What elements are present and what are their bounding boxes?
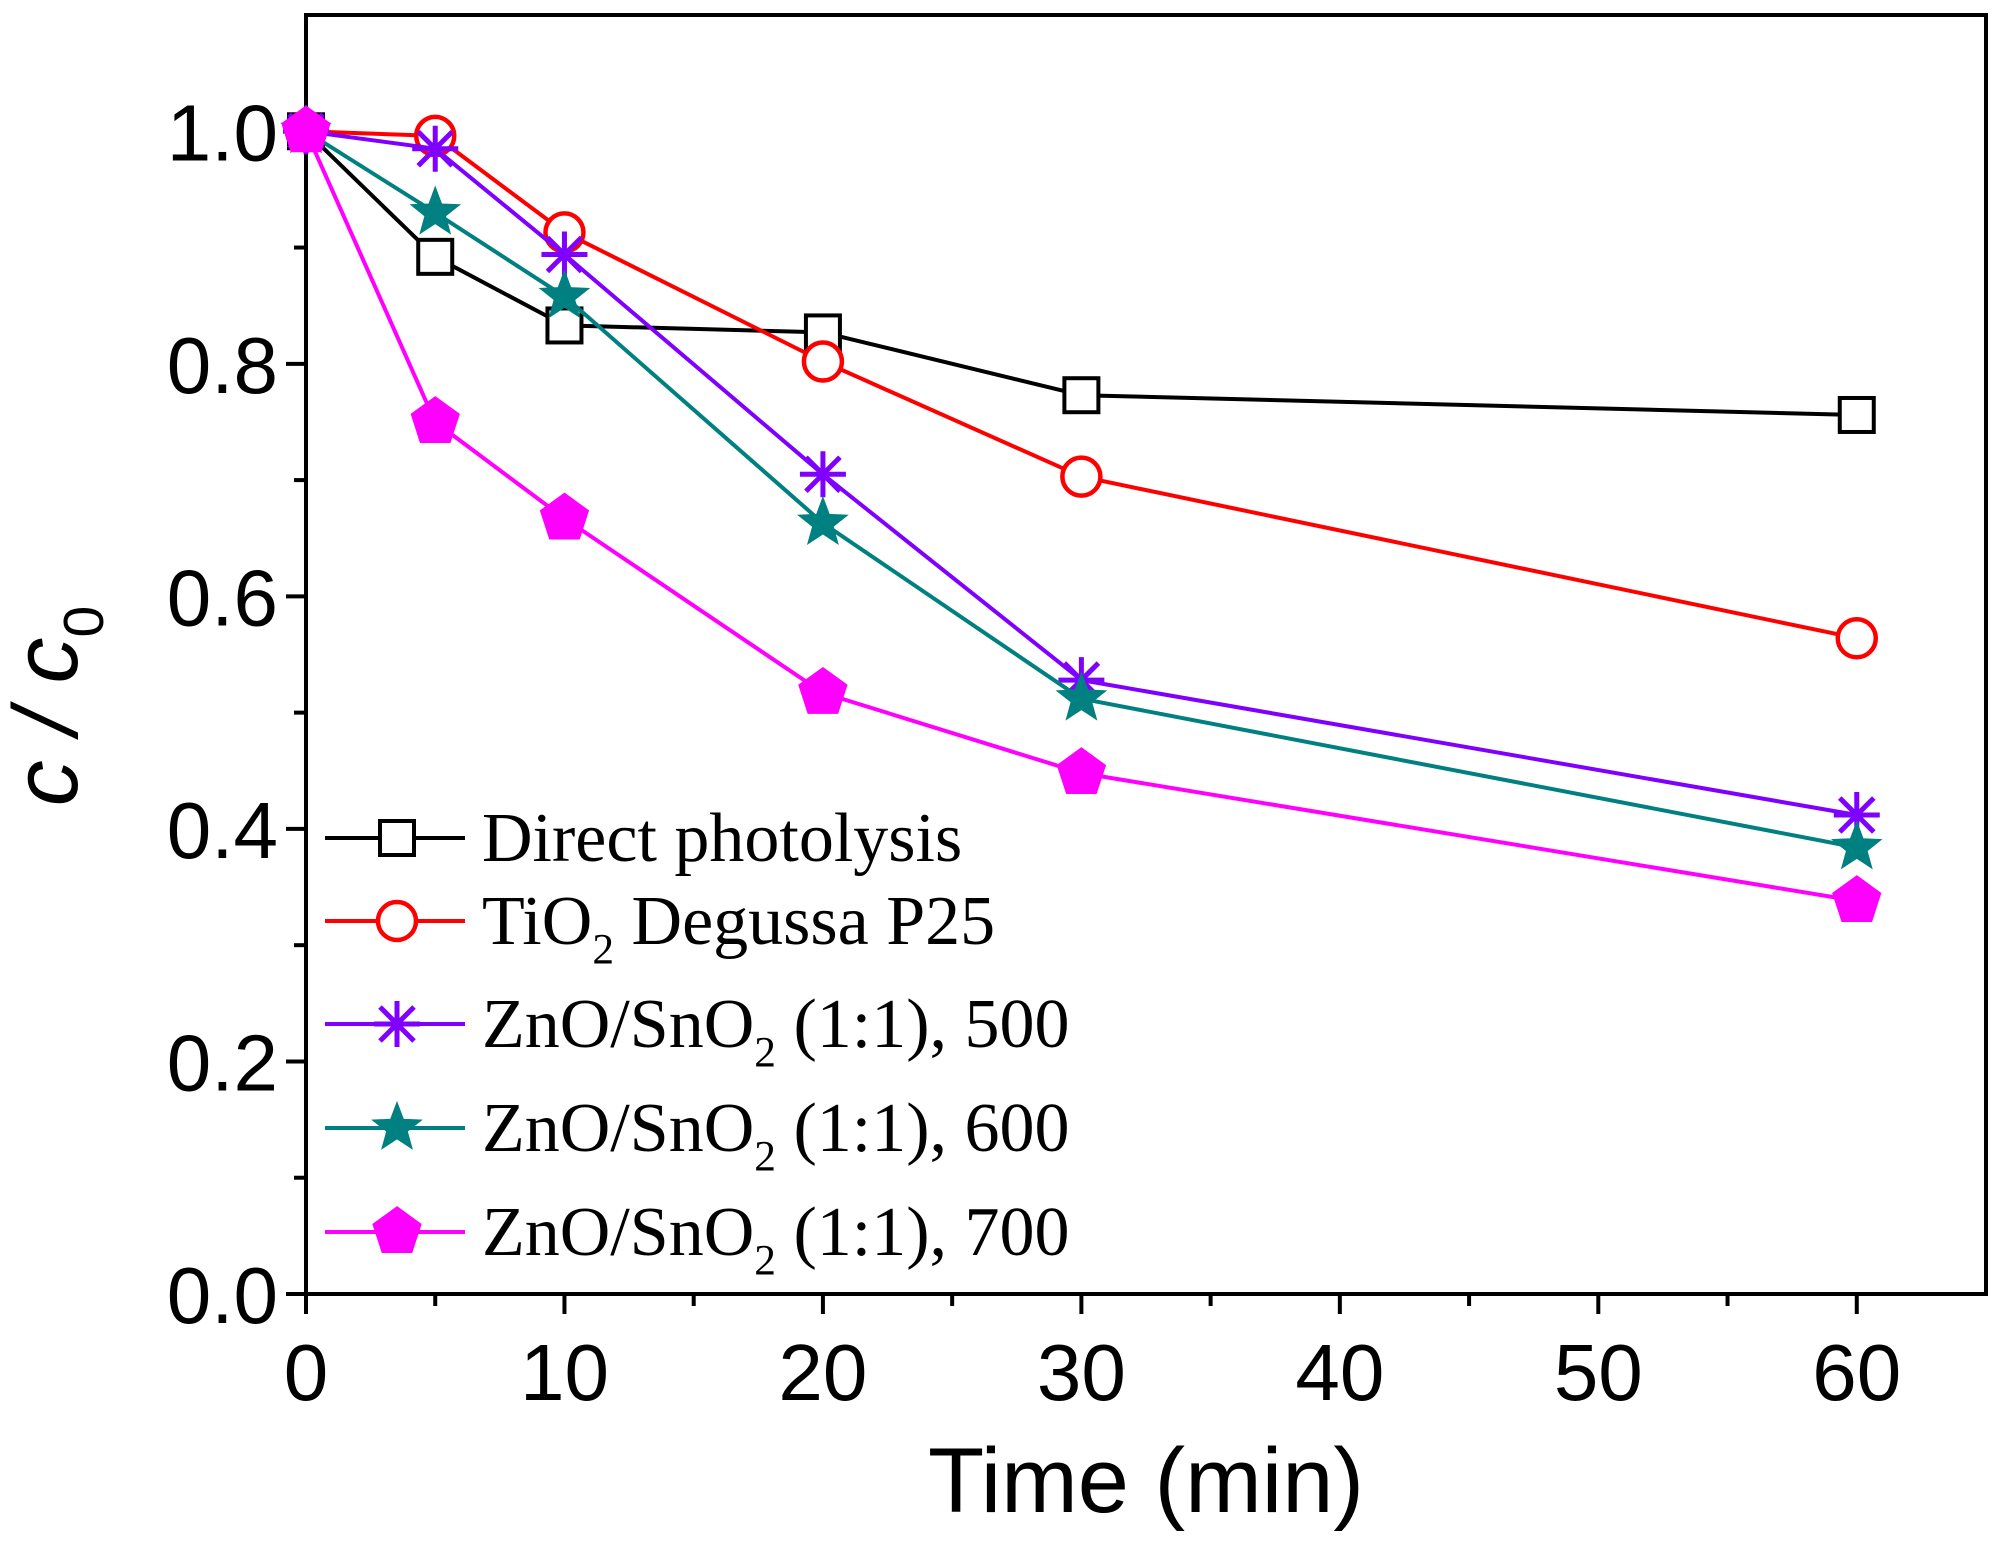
y-tick-label: 0.0 bbox=[167, 1251, 278, 1340]
x-tick-label: 10 bbox=[520, 1328, 609, 1417]
y-tick-label: 1.0 bbox=[167, 88, 278, 177]
data-point-t30 bbox=[1055, 671, 1108, 721]
data-point-t20 bbox=[799, 451, 846, 498]
data-point-t5 bbox=[409, 185, 462, 235]
data-point-t30 bbox=[1062, 376, 1101, 415]
series-zno-sno2-1-1-700 bbox=[281, 105, 1882, 922]
legend-label: ZnO/SnO2 (1:1), 500 bbox=[482, 986, 1070, 1077]
data-point-t20 bbox=[797, 495, 849, 546]
x-tick-label: 50 bbox=[1554, 1328, 1643, 1417]
series-zno-sno2-1-1-600 bbox=[280, 104, 1883, 870]
y-tick-label: 0.4 bbox=[167, 786, 278, 875]
data-point-t60 bbox=[1837, 395, 1876, 434]
legend-label: TiO2 Degussa P25 bbox=[482, 883, 995, 974]
legend-label: Direct photolysis bbox=[482, 800, 962, 877]
data-point-t60 bbox=[1835, 616, 1879, 660]
x-tick-label: 40 bbox=[1295, 1328, 1384, 1417]
data-point-t60 bbox=[1833, 791, 1880, 838]
data-point-t5 bbox=[410, 396, 460, 443]
data-point-t0 bbox=[281, 105, 331, 153]
series-line bbox=[304, 130, 1858, 903]
legend-label: ZnO/SnO2 (1:1), 600 bbox=[482, 1090, 1070, 1181]
data-series bbox=[280, 104, 1883, 922]
series-line bbox=[304, 129, 1857, 417]
data-point-t10 bbox=[538, 269, 591, 319]
series-line bbox=[305, 129, 1858, 817]
data-point-t20 bbox=[798, 666, 848, 714]
data-point-t60 bbox=[1830, 820, 1883, 870]
data-point-t5 bbox=[412, 125, 459, 172]
legend-entry-direct-photolysis: Direct photolysis bbox=[325, 800, 962, 877]
x-tick-label: 20 bbox=[778, 1328, 867, 1417]
data-point-t60 bbox=[1832, 875, 1882, 922]
plot-frame bbox=[304, 13, 1988, 1296]
series-line bbox=[305, 129, 1858, 641]
x-tick-label: 0 bbox=[284, 1328, 329, 1417]
legend-marker-icon bbox=[375, 899, 419, 943]
data-point-t20 bbox=[801, 340, 845, 383]
legend-entry-tio2-degussa-p25: TiO2 Degussa P25 bbox=[325, 883, 995, 974]
legend-marker-icon bbox=[372, 1206, 422, 1253]
data-point-t10 bbox=[539, 492, 590, 540]
legend-marker-icon bbox=[371, 1100, 423, 1150]
data-point-t10 bbox=[541, 231, 588, 278]
x-tick-label: 30 bbox=[1037, 1328, 1126, 1417]
legend-entry-zno-sno2-1-1-600: ZnO/SnO2 (1:1), 600 bbox=[325, 1090, 1070, 1181]
y-tick-label: 0.2 bbox=[167, 1018, 278, 1107]
legend-label: ZnO/SnO2 (1:1), 700 bbox=[482, 1194, 1070, 1285]
data-point-t30 bbox=[1060, 455, 1103, 498]
y-tick-label: 0.6 bbox=[167, 553, 278, 642]
x-axis-label: Time (min) bbox=[928, 1430, 1364, 1532]
data-point-t30 bbox=[1056, 747, 1107, 795]
data-point-t5 bbox=[416, 237, 455, 276]
legend-entry-zno-sno2-1-1-700: ZnO/SnO2 (1:1), 700 bbox=[325, 1194, 1070, 1285]
axes: 0 10 20 30 40 50 60 0.0 0.2 0.4 0.6 0.8 1.0 Time (min… bbox=[0, 13, 1988, 1532]
x-tick-label: 60 bbox=[1812, 1328, 1901, 1417]
legend-marker-icon bbox=[374, 1001, 420, 1047]
series-line bbox=[304, 129, 1858, 850]
y-tick-label: 0.8 bbox=[167, 321, 278, 410]
y-axis-label: c / c0 bbox=[0, 606, 116, 806]
legend-marker-icon bbox=[378, 819, 416, 857]
legend-entry-zno-sno2-1-1-500: ZnO/SnO2 (1:1), 500 bbox=[325, 986, 1070, 1077]
